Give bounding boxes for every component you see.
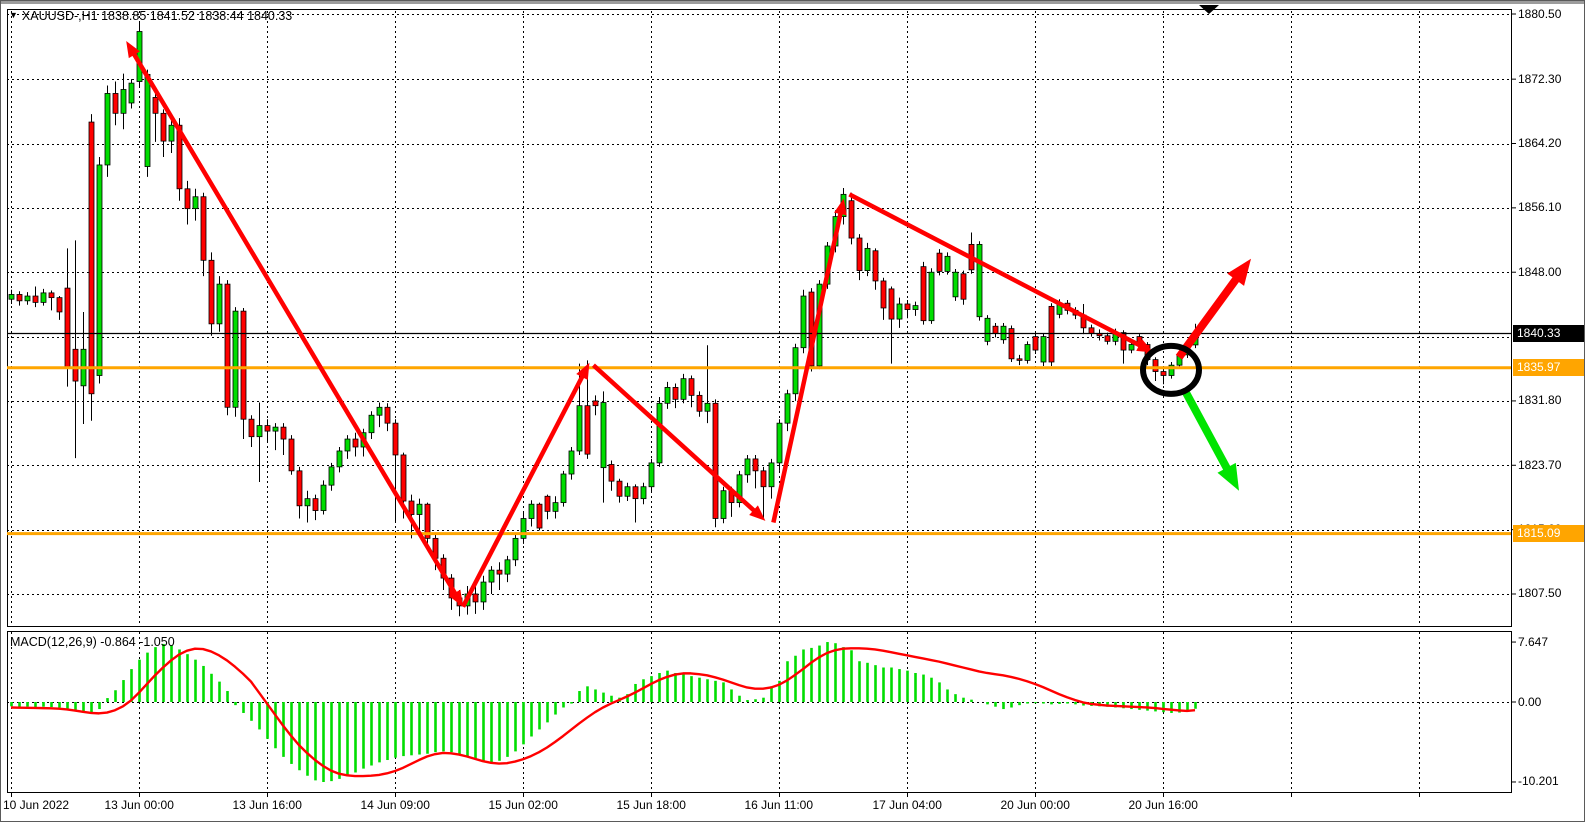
time-tick-label: 13 Jun 00:00 <box>104 798 174 812</box>
price-tick-label: 1880.50 <box>1518 6 1562 21</box>
horizontal-levels-layer[interactable] <box>7 332 1511 536</box>
window-top-edge <box>1 1 1584 4</box>
price-tick-label: 1823.70 <box>1518 457 1562 472</box>
last-bar-marker-icon <box>1199 5 1219 14</box>
macd-layer <box>10 642 1197 782</box>
time-tick-label: 15 Jun 02:00 <box>488 798 558 812</box>
price-tick-label: 1831.80 <box>1518 393 1562 408</box>
price-tick-label: 1872.30 <box>1518 71 1562 86</box>
annotations-layer[interactable] <box>126 41 1251 608</box>
pane-borders <box>7 9 1516 793</box>
symbol-dropdown-icon: ▼ <box>9 10 18 20</box>
candles-layer <box>8 21 1199 617</box>
time-tick-label: 20 Jun 16:00 <box>1128 798 1198 812</box>
macd-tick-label: 0.00 <box>1518 694 1542 709</box>
grid-layer <box>7 11 1511 797</box>
price-tick-label: 1807.50 <box>1518 586 1562 601</box>
price-tick-label: 1856.10 <box>1518 200 1562 215</box>
time-axis[interactable]: 10 Jun 2022 13 Jun 00:00 13 Jun 16:00 14 Ju… <box>1 795 1511 821</box>
price-badge: 1815.09 <box>1513 525 1584 543</box>
macd-axis[interactable]: 7.647 0.00 -10.201 <box>1512 1 1584 821</box>
price-tick-label: 1864.20 <box>1518 136 1562 150</box>
time-tick-label: 17 Jun 04:00 <box>872 798 942 812</box>
macd-tick-label: 7.647 <box>1518 634 1549 649</box>
price-tick-label: 1848.00 <box>1518 264 1562 279</box>
time-tick-label: 13 Jun 16:00 <box>232 798 302 812</box>
macd-indicator-label: MACD(12,26,9) -0.864 -1.050 <box>10 635 175 649</box>
time-tick-label: 20 Jun 00:00 <box>1000 798 1070 812</box>
price-badge: 1835.97 <box>1513 359 1584 377</box>
time-tick-label: 14 Jun 09:00 <box>360 798 430 812</box>
symbol-ohlc-text: XAUUSD-,H1 1838.85 1841.52 1838.44 1840.… <box>21 9 293 23</box>
time-tick-label: 15 Jun 18:00 <box>616 798 686 812</box>
macd-tick-label: -10.201 <box>1518 774 1559 789</box>
time-tick-label: 16 Jun 11:00 <box>744 798 814 812</box>
symbol-ohlc-label: ▼ XAUUSD-,H1 1838.85 1841.52 1838.44 1840… <box>9 9 292 23</box>
time-tick-label: 10 Jun 2022 <box>3 798 70 812</box>
price-badge: 1840.33 <box>1513 324 1584 342</box>
